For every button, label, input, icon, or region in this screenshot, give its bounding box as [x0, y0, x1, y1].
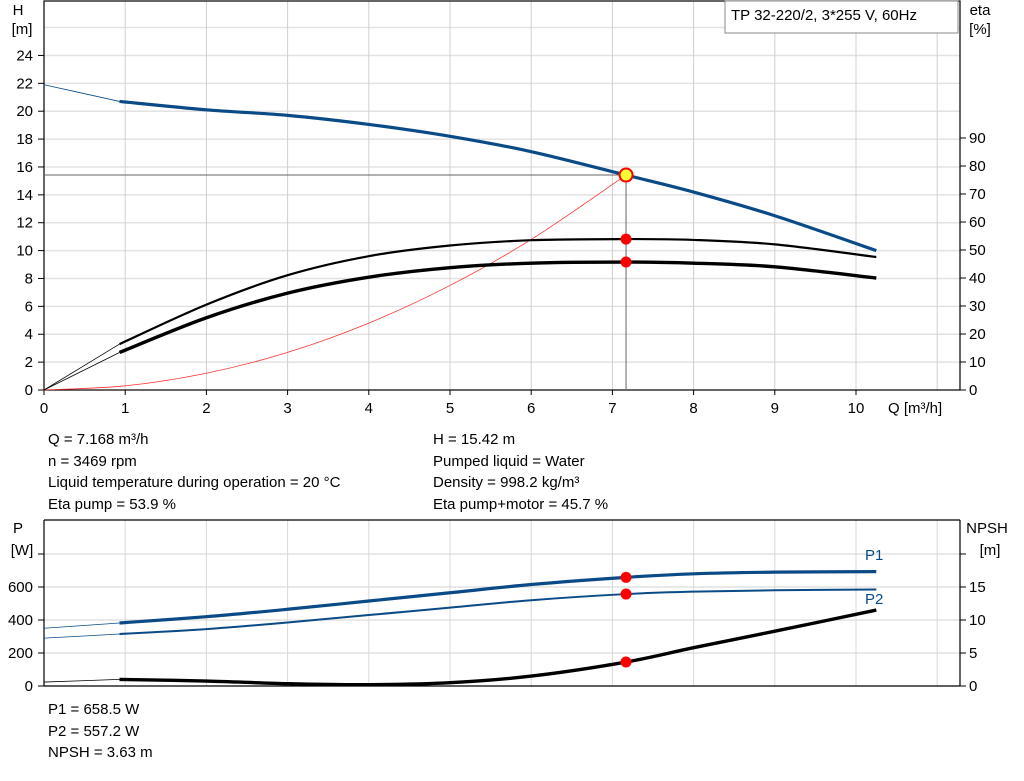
x-tick-label: 8 — [689, 400, 697, 417]
x-tick-label: 9 — [771, 400, 779, 417]
y-axis-label: H — [13, 2, 24, 19]
y-tick-label: 18 — [16, 131, 33, 148]
eta-total-curve — [118, 260, 877, 355]
x-tick-label: 4 — [365, 400, 373, 417]
y2-tick-label: 20 — [969, 326, 986, 343]
plot-frame — [43, 0, 961, 391]
info-p2: P2 = 557.2 W — [48, 722, 140, 740]
head-curve-extension — [43, 84, 120, 102]
y-axis-unit: [m] — [12, 21, 33, 38]
y-tick-label: 16 — [16, 159, 33, 176]
info-left: Q = 7.168 m³/h n = 3469 rpm Liquid tempe… — [48, 429, 340, 515]
y2-tick-label: 50 — [969, 242, 986, 259]
y-tick-label: 12 — [16, 215, 33, 232]
y-tick-label: 14 — [16, 187, 33, 204]
y2-tick-label: 80 — [969, 158, 986, 175]
p-axis-label: P — [13, 520, 23, 537]
y2-axis-label: eta — [970, 2, 992, 19]
info-q: Q = 7.168 m³/h — [48, 431, 149, 448]
info-density: Density = 998.2 kg/m³ — [433, 474, 580, 491]
p-tick-label: 0 — [25, 678, 33, 695]
p1-label: P1 — [865, 547, 883, 564]
x-tick-label: 2 — [202, 400, 210, 417]
y-tick-label: 4 — [25, 326, 33, 343]
npsh-tick-label: 0 — [969, 678, 977, 695]
eta-pump-curve — [119, 237, 877, 346]
y-tick-label: 0 — [25, 382, 33, 399]
x-tick-label: 1 — [121, 400, 129, 417]
y-tick-label: 2 — [25, 354, 33, 371]
x-tick-label: 10 — [848, 400, 865, 417]
info-p1: P1 = 658.5 W — [48, 701, 140, 718]
info-n: n = 3469 rpm — [48, 452, 137, 470]
npsh-tick-label: 10 — [969, 612, 986, 629]
y-tick-label: 24 — [16, 47, 33, 64]
p-tick-label: 600 — [8, 579, 33, 596]
info-eta-total: Eta pump+motor = 45.7 % — [433, 495, 609, 513]
p2-label: P2 — [865, 591, 883, 608]
npsh-duty-marker — [620, 656, 632, 668]
y-tick-label: 10 — [16, 243, 33, 260]
p1-duty-marker — [620, 571, 632, 583]
y2-tick-label: 30 — [969, 298, 986, 315]
x-tick-label: 3 — [283, 400, 291, 417]
y2-axis-unit: [%] — [969, 21, 991, 38]
y2-tick-label: 90 — [969, 130, 986, 147]
title-box — [724, 0, 959, 34]
info-npsh: NPSH = 3.63 m — [48, 744, 153, 761]
y-tick-label: 6 — [25, 298, 33, 315]
p-tick-label: 200 — [8, 645, 33, 662]
eta-pump-curve-extension — [43, 343, 120, 391]
npsh-tick-label: 15 — [969, 579, 986, 596]
y-tick-label: 22 — [16, 75, 33, 92]
p2-curve-extension — [43, 633, 120, 639]
y2-tick-label: 70 — [969, 186, 986, 203]
eta-pump-duty-marker — [620, 233, 632, 245]
info-h: H = 15.42 m — [433, 431, 516, 448]
p1-curve — [119, 570, 877, 625]
npsh-axis-unit: [m] — [980, 542, 1001, 559]
y2-tick-label: 10 — [969, 354, 986, 371]
duty-point-marker — [618, 167, 634, 183]
info-right: H = 15.42 m Pumped liquid = Water Densit… — [433, 429, 608, 515]
npsh-tick-label: 5 — [969, 645, 977, 662]
p2-curve — [119, 588, 877, 636]
eta-total-duty-marker — [620, 256, 632, 268]
p1-curve-extension — [43, 622, 120, 629]
info-liquid: Pumped liquid = Water — [433, 452, 585, 470]
chart-title: TP 32-220/2, 3*255 V, 60Hz — [731, 7, 917, 24]
y2-tick-label: 60 — [969, 214, 986, 231]
x-tick-label: 7 — [608, 400, 616, 417]
y2-tick-label: 0 — [969, 382, 977, 399]
x-tick-label: 5 — [446, 400, 454, 417]
p-tick-label: 400 — [8, 612, 33, 629]
y-tick-label: 8 — [25, 270, 33, 287]
y2-tick-label: 40 — [969, 270, 986, 287]
x-tick-label: 0 — [40, 400, 48, 417]
npsh-curve — [119, 608, 877, 687]
head-curve — [119, 99, 877, 253]
y-tick-label: 20 — [16, 103, 33, 120]
x-axis-label: Q [m³/h] — [888, 400, 942, 417]
npsh-axis-label: NPSH — [966, 520, 1008, 537]
eta-total-curve-extension — [43, 352, 120, 391]
p-axis-unit: [W] — [11, 542, 34, 559]
info-bottom: P1 = 658.5 W P2 = 557.2 W NPSH = 3.63 m — [48, 699, 153, 764]
p2-duty-marker — [620, 588, 632, 600]
npsh-curve-extension — [43, 679, 120, 683]
info-eta-pump: Eta pump = 53.9 % — [48, 495, 176, 513]
info-temp: Liquid temperature during operation = 20… — [48, 474, 341, 491]
x-tick-label: 6 — [527, 400, 535, 417]
